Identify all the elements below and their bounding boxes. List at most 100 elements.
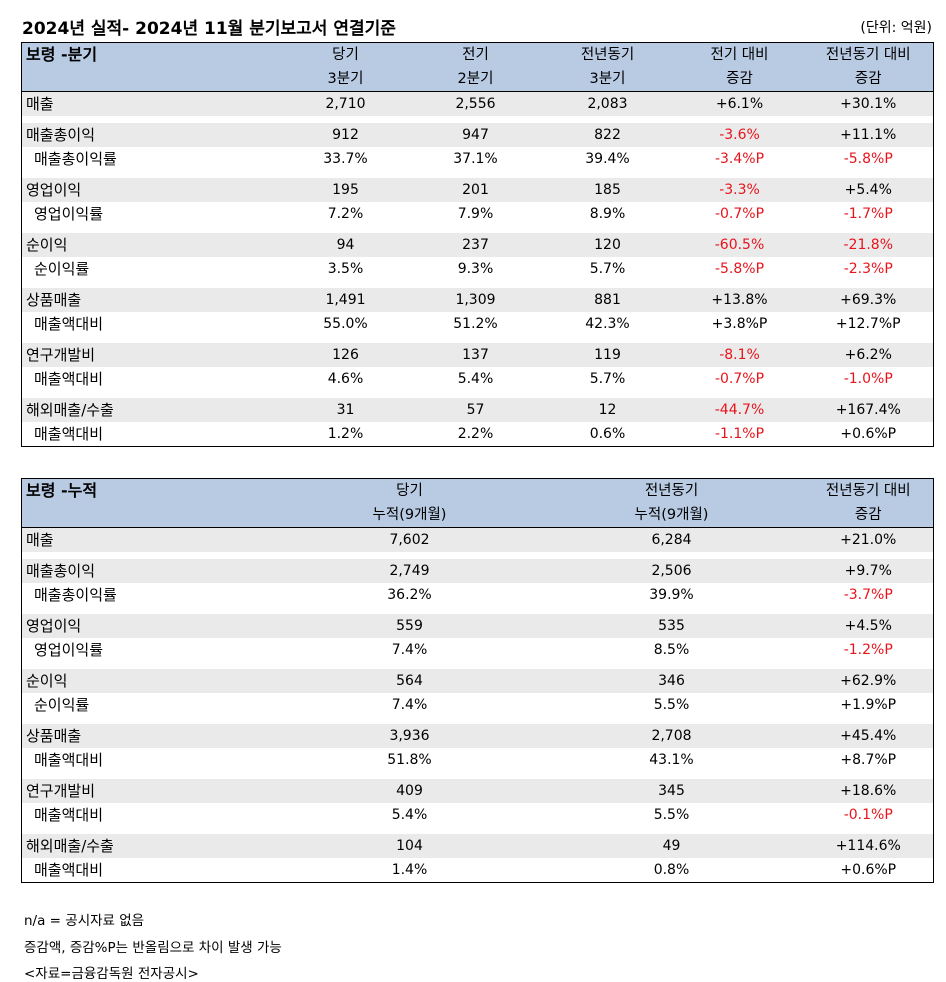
quarterly-spacer-cell [540,281,676,288]
cumulative-cell-value: 3,936 [279,724,540,748]
quarterly-cell-value: 51.2% [453,316,498,332]
cumulative-spacer-cell [22,772,280,779]
quarterly-cell-value: 37.1% [453,151,498,167]
quarterly-spacer-cell [676,336,804,343]
quarterly-spacer-cell [22,281,280,288]
cumulative-cell-value: -3.7%P [843,587,893,603]
quarterly-header-row: 보령 -분기 당기 전기 전년동기 전기 대비 전년동기 대비 [21,42,934,67]
cumulative-cell-value: 7.4% [391,642,428,658]
quarterly-row-label: 상품매출 [21,288,280,312]
quarterly-spacer-cell [280,171,412,178]
quarterly-spacer-cell [804,391,934,398]
quarterly-spacer-cell [22,171,280,178]
quarterly-spacer-cell [676,391,804,398]
cumulative-cell-value: +18.6% [803,779,934,803]
cumulative-spacer-cell [540,607,804,614]
quarterly-table-row: 매출액대비 4.6% 5.4% 5.7% -0.7%P -1.0%P [22,367,934,391]
cumulative-cell-value: 7.4% [391,697,428,713]
cumulative-cell-value: 2,506 [539,559,804,583]
cumulative-cell-value: -0.1%P [843,807,893,823]
quarterly-cell-value: 12 [539,398,676,422]
quarterly-spacer-cell [412,391,540,398]
quarterly-cell-value: +167.4% [803,398,934,422]
quarterly-cell-value: 912 [279,123,412,147]
quarterly-cell-value: 137 [411,343,540,367]
page-title: 2024년 실적- 2024년 11월 분기보고서 연결기준 [22,19,396,39]
quarterly-cell-value: 1.2% [327,426,364,442]
quarterly-cell-value: -5.8%P [714,261,765,277]
cumulative-row-label: 순이익 [21,669,280,693]
quarterly-cell-value: 4.6% [327,371,364,387]
quarterly-table-name: 보령 -분기 [21,42,280,67]
cumulative-spacer-cell [280,607,540,614]
cumulative-spacer-cell [22,717,280,724]
quarterly-spacer-cell [804,116,934,123]
cumulative-cell-value: 36.2% [387,587,432,603]
cumulative-cell-value: 564 [279,669,540,693]
cumulative-spacer-cell [804,607,934,614]
cumulative-row-label: 해외매출/수출 [21,834,280,858]
quarterly-cell-value: -1.0%P [843,371,893,387]
cumulative-cell-value: 345 [539,779,804,803]
cumulative-cell-value: +0.6%P [840,862,897,878]
cumulative-cell-value: 346 [539,669,804,693]
quarterly-cell-value: -0.7%P [714,206,765,222]
cumulative-spacer-row [22,772,934,779]
cumulative-cell-value: 0.8% [653,862,690,878]
quarterly-cell-value: -44.7% [675,398,804,422]
quarterly-spacer-cell [22,391,280,398]
quarterly-row-label: 순이익률 [34,260,90,278]
quarterly-spacer-cell [804,336,934,343]
cumulative-spacer-cell [280,662,540,669]
quarterly-col-header: 전기 [411,42,540,67]
quarterly-spacer-row [22,171,934,178]
quarterly-cell-value: -3.4%P [714,151,765,167]
cumulative-col-header: 전년동기 [539,478,804,503]
cumulative-table-row: 매출액대비 5.4% 5.5% -0.1%P [22,803,934,827]
quarterly-spacer-cell [676,226,804,233]
cumulative-row-label: 매출액대비 [34,806,104,824]
quarterly-spacer-cell [280,391,412,398]
quarterly-table-row: 순이익 94 237 120 -60.5% -21.8% [21,233,934,257]
quarterly-spacer-cell [280,281,412,288]
quarterly-cell-value: 822 [539,123,676,147]
quarterly-spacer-cell [804,281,934,288]
cumulative-table-row: 상품매출 3,936 2,708 +45.4% [21,724,934,748]
cumulative-table-row: 매출 7,602 6,284 +21.0% [21,527,934,552]
unit-label: (단위: 억원) [860,20,932,36]
quarterly-row-label: 매출액대비 [34,425,104,443]
quarterly-spacer-row [22,116,934,123]
quarterly-spacer-cell [540,336,676,343]
quarterly-cell-value: 2,710 [279,91,412,116]
quarterly-row-label: 매출액대비 [34,315,104,333]
cumulative-spacer-cell [540,552,804,559]
cumulative-cell-value: +1.9%P [840,697,897,713]
cumulative-table-row: 매출총이익 2,749 2,506 +9.7% [21,559,934,583]
quarterly-cell-value: 7.2% [327,206,364,222]
quarterly-cell-value: 119 [539,343,676,367]
quarterly-cell-value: 1,491 [279,288,412,312]
quarterly-cell-value: 881 [539,288,676,312]
cumulative-col-subheader: 누적(9개월) [279,503,540,528]
quarterly-cell-value: -0.7%P [714,371,765,387]
footer-note-rounding: 증감액, 증감%P는 반올림으로 차이 발생 가능 [24,940,282,956]
quarterly-cell-value: -1.1%P [714,426,765,442]
quarterly-cell-value: 201 [411,178,540,202]
cumulative-cell-value: 535 [539,614,804,638]
quarterly-col-subheader: 3분기 [279,67,412,92]
cumulative-spacer-row [22,607,934,614]
quarterly-col-subheader: 3분기 [539,67,676,92]
quarterly-cell-value: 0.6% [589,426,626,442]
quarterly-cell-value: +30.1% [803,91,934,116]
cumulative-table-row: 순이익 564 346 +62.9% [21,669,934,693]
cumulative-row-label: 연구개발비 [21,779,280,803]
cumulative-cell-value: 39.9% [649,587,694,603]
cumulative-cell-value: +114.6% [803,834,934,858]
quarterly-cell-value: 5.4% [457,371,494,387]
cumulative-cell-value: +8.7%P [840,752,897,768]
cumulative-cell-value: 5.5% [653,697,690,713]
quarterly-row-label: 순이익 [21,233,280,257]
cumulative-col-subheader: 증감 [803,503,934,528]
quarterly-spacer-cell [540,116,676,123]
cumulative-row-label: 영업이익률 [34,641,104,659]
